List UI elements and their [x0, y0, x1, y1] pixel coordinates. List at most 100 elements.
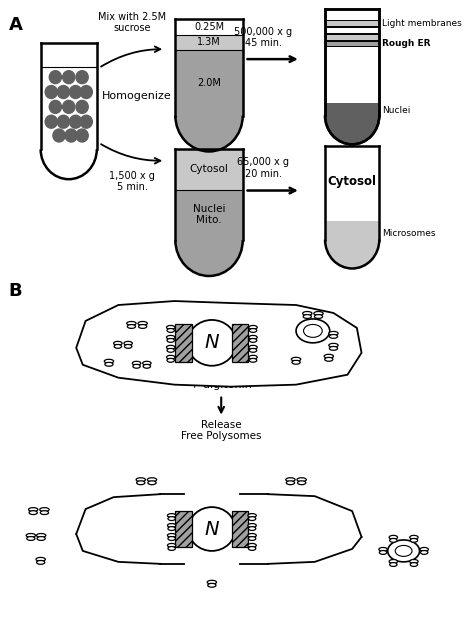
Bar [175, 190, 243, 240]
Ellipse shape [379, 551, 387, 554]
Ellipse shape [302, 311, 312, 315]
Ellipse shape [29, 510, 37, 515]
Ellipse shape [114, 341, 122, 345]
Ellipse shape [324, 354, 334, 358]
Circle shape [70, 116, 82, 128]
Ellipse shape [329, 347, 337, 350]
Ellipse shape [138, 324, 147, 328]
Ellipse shape [292, 357, 301, 361]
Ellipse shape [132, 362, 141, 365]
Ellipse shape [133, 365, 140, 368]
Text: 0.25M: 0.25M [194, 22, 224, 32]
Text: Nuclei
Mito.: Nuclei Mito. [193, 204, 225, 226]
Ellipse shape [114, 344, 121, 349]
Bar [231, 324, 248, 362]
Ellipse shape [104, 359, 114, 363]
Ellipse shape [137, 481, 145, 485]
Ellipse shape [325, 357, 333, 362]
Ellipse shape [168, 536, 175, 540]
Ellipse shape [249, 345, 257, 349]
Ellipse shape [40, 507, 49, 512]
Circle shape [49, 100, 62, 113]
Polygon shape [325, 116, 379, 145]
Ellipse shape [248, 546, 256, 551]
Text: Nuclei: Nuclei [382, 106, 410, 115]
Ellipse shape [249, 329, 257, 332]
Ellipse shape [167, 358, 174, 362]
Ellipse shape [40, 510, 48, 515]
Bar [175, 511, 192, 547]
Polygon shape [175, 240, 243, 276]
Ellipse shape [395, 546, 412, 556]
Ellipse shape [249, 355, 257, 359]
Bar [325, 221, 379, 240]
Ellipse shape [297, 478, 306, 481]
Ellipse shape [168, 546, 175, 551]
Ellipse shape [249, 339, 257, 342]
Ellipse shape [208, 583, 216, 587]
Ellipse shape [168, 527, 175, 530]
Ellipse shape [249, 326, 257, 329]
Ellipse shape [292, 360, 300, 364]
Text: N: N [205, 333, 219, 352]
Text: Mix with 2.5M
sucrose: Mix with 2.5M sucrose [98, 12, 166, 33]
Ellipse shape [248, 527, 256, 530]
Ellipse shape [329, 334, 337, 338]
Ellipse shape [248, 533, 256, 538]
Ellipse shape [168, 517, 175, 520]
Text: Release
Free Polysomes: Release Free Polysomes [181, 420, 262, 441]
Bar [175, 19, 243, 35]
Text: Cytosol: Cytosol [190, 164, 228, 174]
Text: 1,500 x g
5 min.: 1,500 x g 5 min. [109, 171, 155, 192]
Bar [325, 20, 379, 26]
Ellipse shape [248, 523, 256, 527]
Polygon shape [325, 240, 379, 268]
Ellipse shape [143, 362, 151, 365]
Ellipse shape [420, 551, 428, 554]
Circle shape [63, 70, 75, 83]
Ellipse shape [28, 507, 38, 512]
Ellipse shape [298, 481, 306, 485]
Text: 65,000 x g
20 min.: 65,000 x g 20 min. [237, 157, 289, 179]
Ellipse shape [248, 543, 256, 548]
Ellipse shape [296, 319, 330, 343]
Ellipse shape [36, 533, 46, 538]
Ellipse shape [166, 355, 175, 359]
Circle shape [80, 85, 92, 98]
Ellipse shape [248, 536, 256, 540]
Text: N: N [205, 520, 219, 538]
Circle shape [70, 85, 82, 98]
Ellipse shape [314, 315, 323, 318]
Ellipse shape [166, 326, 175, 329]
Ellipse shape [166, 345, 175, 349]
Ellipse shape [303, 324, 322, 337]
Circle shape [57, 85, 70, 98]
Bar [175, 35, 243, 50]
Bar [175, 324, 192, 362]
Bar [325, 9, 379, 116]
Circle shape [53, 129, 65, 142]
Ellipse shape [167, 349, 174, 352]
Bar [231, 511, 248, 547]
Text: + digitonin: + digitonin [190, 379, 252, 389]
Ellipse shape [148, 481, 156, 485]
Circle shape [76, 70, 88, 83]
Text: Homogenize: Homogenize [101, 91, 171, 101]
Text: Light membranes: Light membranes [382, 19, 462, 28]
Ellipse shape [286, 481, 294, 485]
Text: A: A [9, 16, 23, 35]
Text: 2.0M: 2.0M [197, 78, 221, 88]
Ellipse shape [248, 517, 256, 520]
Circle shape [76, 100, 88, 113]
Ellipse shape [128, 324, 136, 328]
Text: Microsomes: Microsomes [382, 229, 436, 237]
Bar [175, 50, 243, 116]
Ellipse shape [136, 478, 146, 481]
Polygon shape [76, 301, 362, 387]
Text: B: B [9, 282, 22, 300]
Ellipse shape [167, 514, 176, 517]
Ellipse shape [188, 320, 236, 366]
Ellipse shape [389, 559, 398, 564]
Polygon shape [41, 43, 97, 150]
Ellipse shape [410, 535, 418, 540]
